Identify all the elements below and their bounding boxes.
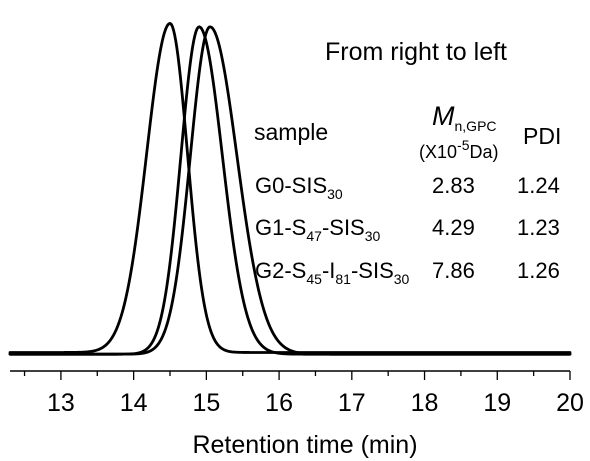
header-unit-post: Da) <box>469 142 498 162</box>
header-pdi: PDI <box>523 123 561 149</box>
x-axis-title: Retention time (min) <box>192 431 417 459</box>
annotation-title: From right to left <box>325 38 507 66</box>
subscript: 45 <box>306 271 322 287</box>
x-ticks-layer: 13 14 15 16 17 18 19 20 <box>23 371 584 417</box>
subscript: 30 <box>394 271 410 287</box>
sample-text: G2-S <box>255 258 306 283</box>
annotation-table: From right to left sample Mn,GPC (X10-5D… <box>254 38 561 287</box>
row-pdi-value: 1.26 <box>517 258 560 283</box>
chromatogram-curve-g0 <box>8 25 572 356</box>
curves-layer <box>8 22 572 356</box>
sample-text: -SIS <box>351 258 394 283</box>
subscript: 30 <box>327 186 343 202</box>
x-tick-label: 16 <box>265 389 293 417</box>
sample-text: G1-S <box>255 215 306 240</box>
x-tick-label: 15 <box>192 389 220 417</box>
header-unit-sup: -5 <box>457 137 470 153</box>
header-mn-subscript: n,GPC <box>455 118 497 134</box>
header-mn-symbol: M <box>432 101 455 131</box>
row-sample-label: G2-S45-I81-SIS30 <box>255 258 410 287</box>
subscript: 47 <box>306 228 322 244</box>
sample-text: -I <box>322 258 335 283</box>
header-sample: sample <box>254 119 328 145</box>
row-pdi-value: 1.24 <box>517 173 560 198</box>
row-pdi-value: 1.23 <box>517 215 560 240</box>
header-mn: Mn,GPC <box>432 101 497 134</box>
row-mn-value: 7.86 <box>432 258 475 283</box>
x-tick-label: 20 <box>556 389 584 417</box>
header-mn-unit: (X10-5Da) <box>419 137 499 162</box>
chromatogram-curve-g2 <box>8 22 572 354</box>
x-tick-label: 19 <box>483 389 511 417</box>
sample-text: G0-SIS <box>255 173 327 198</box>
row-sample-label: G0-SIS30 <box>255 173 343 202</box>
subscript: 81 <box>335 271 351 287</box>
x-tick-label: 18 <box>411 389 439 417</box>
x-tick-label: 14 <box>120 389 148 417</box>
sample-text: -SIS <box>322 215 365 240</box>
subscript: 30 <box>365 228 381 244</box>
x-tick-label: 17 <box>338 389 366 417</box>
row-mn-value: 2.83 <box>432 173 475 198</box>
row-mn-value: 4.29 <box>432 215 475 240</box>
header-unit-pre: (X10 <box>419 142 457 162</box>
row-sample-label: G1-S47-SIS30 <box>255 215 381 244</box>
x-tick-label: 13 <box>47 389 75 417</box>
